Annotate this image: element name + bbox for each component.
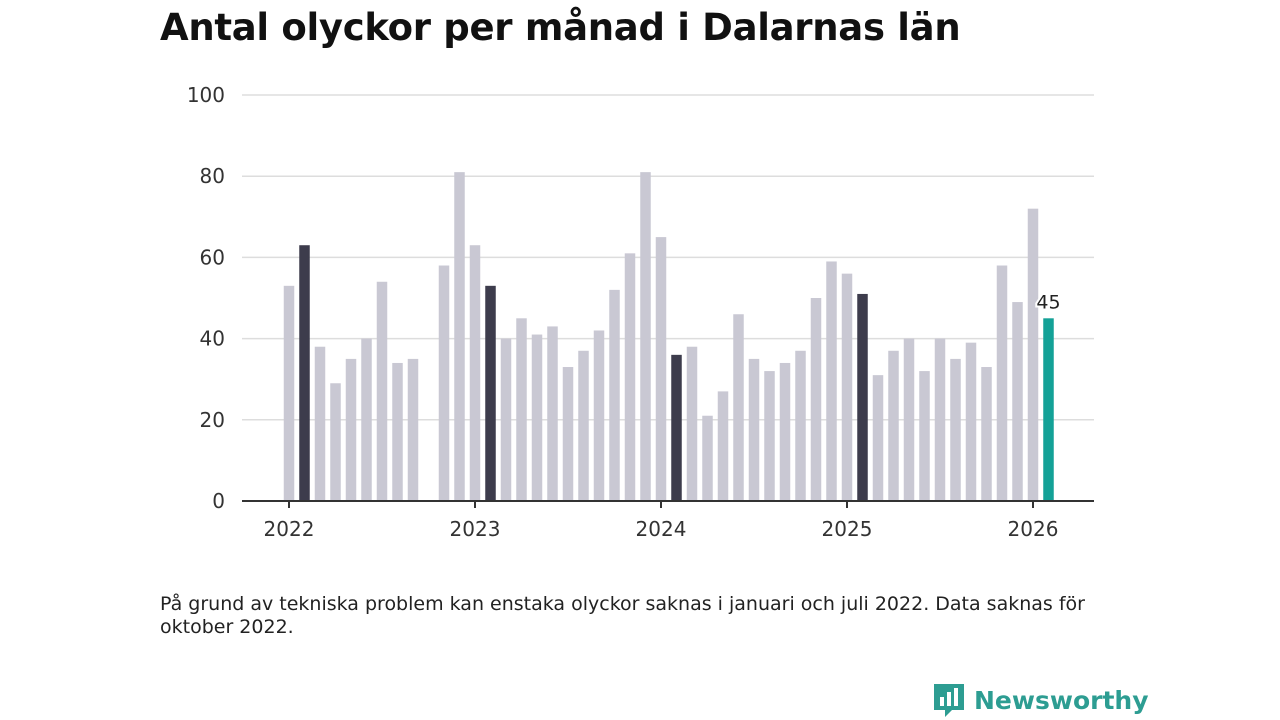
- bar: [888, 350, 899, 501]
- x-axis: 2022 2023 2024 2025 2026: [242, 500, 1094, 541]
- data-labels: 45: [1034, 289, 1062, 315]
- bar-value-label: 45: [1036, 291, 1060, 313]
- bar: [624, 253, 636, 501]
- bar: [283, 285, 295, 501]
- bar: [454, 172, 465, 501]
- bar: [345, 358, 357, 501]
- bar: [407, 358, 419, 501]
- y-axis-labels: 0 20 40 60 80 100: [187, 83, 225, 513]
- brand-name: Newsworthy: [974, 685, 1149, 715]
- bar: [795, 350, 806, 501]
- x-tick-label: 2026: [1008, 517, 1059, 541]
- bar: [516, 318, 527, 501]
- bar: [810, 298, 822, 501]
- bar: [965, 342, 977, 501]
- bar: [376, 281, 388, 501]
- brand: Newsworthy: [932, 682, 1149, 718]
- bar: [981, 367, 992, 501]
- bar: [872, 375, 884, 501]
- bar: [919, 371, 930, 501]
- y-tick-label: 20: [200, 408, 225, 432]
- x-tick-label: 2023: [450, 517, 501, 541]
- bar: [702, 415, 713, 501]
- bar: [950, 358, 961, 501]
- bar: [500, 338, 512, 501]
- bar: [996, 265, 1008, 501]
- bars: [283, 172, 1054, 501]
- y-tick-label: 60: [200, 245, 225, 269]
- x-tick-label: 2022: [264, 517, 315, 541]
- x-tick-label: 2025: [822, 517, 873, 541]
- bar: [361, 338, 372, 501]
- bar: [438, 265, 450, 501]
- bar: [733, 314, 744, 501]
- bar: [934, 338, 946, 501]
- bar: [469, 245, 481, 501]
- bar: [857, 293, 868, 501]
- y-tick-label: 40: [200, 327, 225, 351]
- bar: [314, 346, 326, 501]
- bar: [299, 245, 310, 501]
- y-tick-label: 100: [187, 83, 225, 107]
- bar: [1012, 302, 1023, 501]
- bar: [1043, 318, 1054, 501]
- bar: [717, 391, 729, 501]
- y-tick-label: 0: [212, 489, 225, 513]
- bar: [392, 362, 403, 501]
- bar: [593, 330, 605, 501]
- newsworthy-logo-icon: [934, 684, 964, 717]
- bar: [764, 371, 775, 501]
- bar-chart: 0 20 40 60 80 100 2022 2023 2024 2025 2026 45: [187, 83, 1094, 541]
- bar: [686, 346, 698, 501]
- bar: [671, 354, 682, 501]
- bar: [531, 334, 543, 501]
- bar: [841, 273, 853, 501]
- bar: [609, 289, 620, 501]
- bar: [562, 367, 574, 501]
- bar: [748, 358, 760, 501]
- bar: [655, 237, 667, 501]
- bar: [1027, 208, 1039, 501]
- bar: [547, 326, 558, 501]
- y-tick-label: 80: [200, 164, 225, 188]
- bar: [826, 261, 837, 501]
- x-tick-label: 2024: [636, 517, 687, 541]
- bar: [903, 338, 915, 501]
- chart-title: Antal olyckor per månad i Dalarnas län: [160, 6, 961, 49]
- bar: [330, 383, 341, 501]
- footnote: På grund av tekniska problem kan enstaka…: [160, 593, 1085, 638]
- bar: [640, 172, 651, 501]
- bar: [485, 285, 496, 501]
- bar: [779, 362, 791, 501]
- bar: [578, 350, 589, 501]
